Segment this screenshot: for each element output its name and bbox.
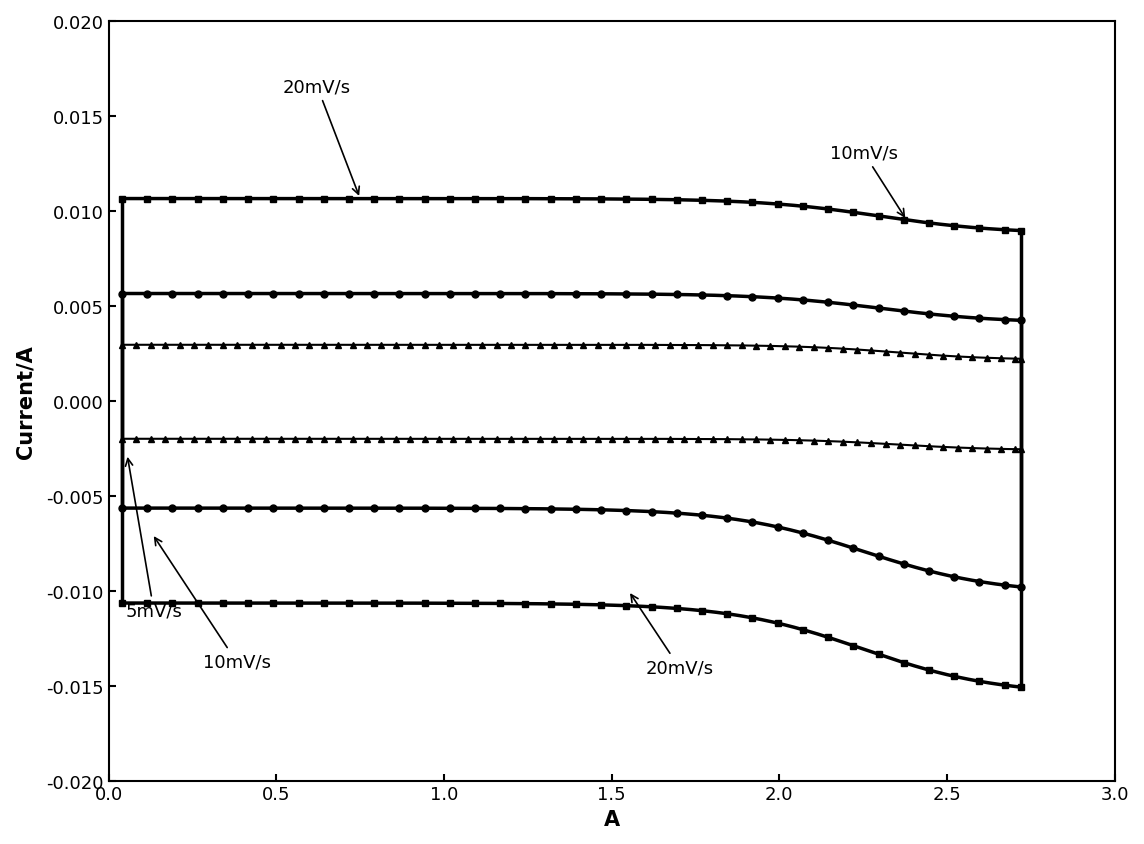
Text: 20mV/s: 20mV/s [631,595,714,677]
Text: 10mV/s: 10mV/s [829,144,904,217]
X-axis label: A: A [604,809,620,829]
Text: 20mV/s: 20mV/s [283,78,359,195]
Y-axis label: Current/A: Current/A [15,344,35,458]
Text: 10mV/s: 10mV/s [154,538,270,671]
Text: 5mV/s: 5mV/s [126,459,182,619]
